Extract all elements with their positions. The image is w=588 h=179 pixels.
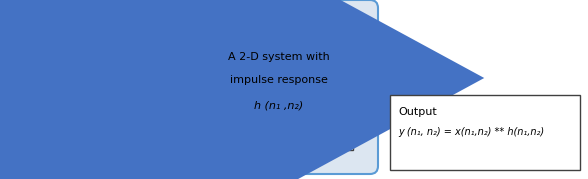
Text: Input = x(n₁ , n₂ ): Input = x(n₁ , n₂ ) <box>15 42 119 55</box>
FancyBboxPatch shape <box>177 0 378 174</box>
Text: h (n₁ ,n₂): h (n₁ ,n₂) <box>255 100 303 110</box>
Bar <box>390 95 580 170</box>
Text: Output: Output <box>398 107 437 117</box>
Text: y (n₁, n₂) = x(n₁,n₂) ** h(n₁,n₂): y (n₁, n₂) = x(n₁,n₂) ** h(n₁,n₂) <box>398 127 544 137</box>
Text: impulse response: impulse response <box>230 75 328 85</box>
Bar <box>205 22 353 150</box>
Text: A 2-D system with: A 2-D system with <box>228 52 330 62</box>
